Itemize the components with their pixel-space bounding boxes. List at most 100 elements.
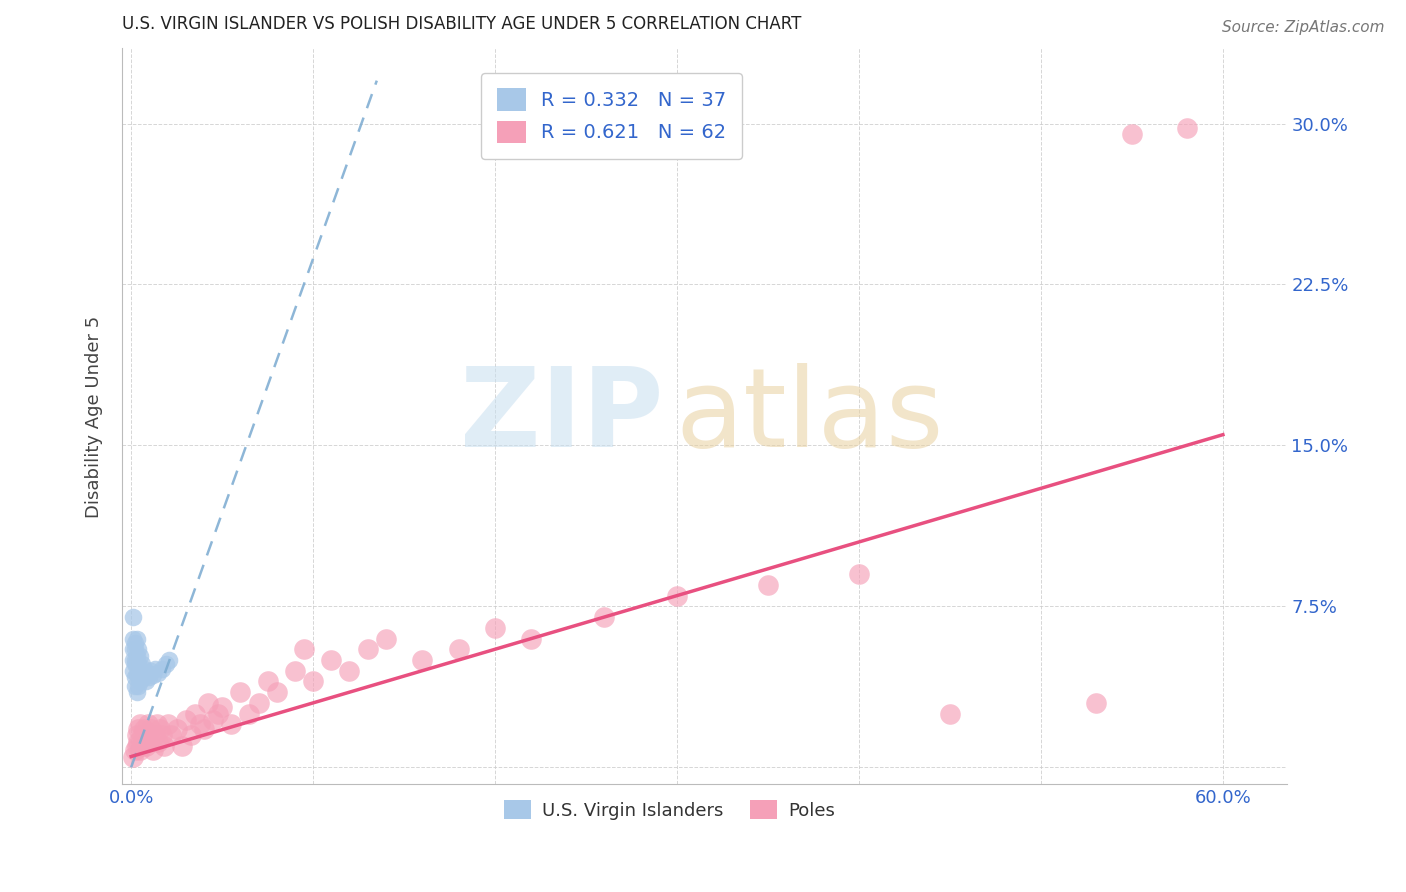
Point (124, 679, 146, 693)
Point (142, 743, 165, 757)
Point (256, 674, 278, 689)
Point (939, 706, 962, 721)
Point (339, 664, 361, 678)
Point (131, 657, 153, 672)
Point (135, 728, 157, 742)
Point (157, 653, 180, 667)
Point (129, 664, 152, 678)
Point (593, 610, 616, 624)
Point (141, 722, 163, 736)
Point (131, 739, 153, 753)
Point (155, 657, 177, 672)
Point (447, 642, 470, 657)
Point (374, 632, 396, 646)
Point (145, 717, 167, 731)
Point (238, 706, 260, 721)
Point (136, 717, 159, 731)
Point (122, 610, 145, 624)
Point (150, 662, 173, 676)
Point (188, 717, 211, 731)
Point (302, 674, 325, 689)
Point (193, 722, 215, 736)
Point (122, 632, 145, 646)
Legend: U.S. Virgin Islanders, Poles: U.S. Virgin Islanders, Poles (496, 793, 842, 827)
Y-axis label: Disability Age Under 5: Disability Age Under 5 (86, 315, 103, 517)
Point (411, 653, 433, 667)
Point (136, 665, 159, 680)
Point (125, 668, 148, 682)
Point (127, 722, 149, 736)
Point (150, 728, 173, 742)
Point (357, 642, 380, 657)
Point (172, 739, 194, 753)
Point (292, 642, 315, 657)
Point (125, 648, 148, 663)
Point (125, 728, 148, 742)
Point (129, 674, 152, 689)
Point (127, 734, 149, 748)
Point (202, 713, 225, 727)
Point (127, 657, 149, 672)
Point (156, 717, 179, 731)
Point (666, 589, 689, 603)
Point (129, 717, 152, 731)
Point (211, 700, 233, 714)
Point (180, 728, 202, 742)
Point (138, 734, 160, 748)
Point (135, 739, 157, 753)
Point (153, 739, 176, 753)
Point (124, 653, 146, 667)
Point (484, 621, 506, 635)
Point (174, 713, 197, 727)
Point (207, 706, 229, 721)
Point (132, 722, 155, 736)
Point (122, 664, 145, 678)
Point (124, 743, 146, 757)
Point (166, 722, 188, 736)
Point (1084, 696, 1107, 710)
Point (127, 668, 149, 682)
Point (229, 685, 252, 699)
Text: Source: ZipAtlas.com: Source: ZipAtlas.com (1222, 20, 1385, 35)
Point (127, 642, 149, 657)
Point (247, 696, 270, 710)
Point (124, 670, 146, 684)
Point (132, 734, 155, 748)
Point (125, 659, 148, 673)
Point (1175, 120, 1198, 135)
Point (284, 664, 307, 678)
Point (184, 706, 207, 721)
Point (138, 670, 160, 684)
Point (142, 668, 165, 682)
Point (129, 648, 152, 663)
Point (135, 674, 157, 689)
Text: U.S. VIRGIN ISLANDER VS POLISH DISABILITY AGE UNDER 5 CORRELATION CHART: U.S. VIRGIN ISLANDER VS POLISH DISABILIT… (122, 15, 801, 33)
Point (149, 722, 172, 736)
Point (131, 665, 153, 680)
Point (132, 670, 155, 684)
Point (122, 749, 145, 764)
Point (122, 653, 145, 667)
Point (124, 636, 146, 650)
Text: ZIP: ZIP (460, 363, 664, 470)
Point (124, 642, 146, 657)
Point (125, 685, 148, 699)
Point (148, 734, 170, 748)
Text: atlas: atlas (675, 363, 943, 470)
Point (321, 653, 343, 667)
Point (125, 632, 148, 646)
Point (197, 696, 219, 710)
Point (160, 728, 183, 742)
Point (127, 679, 149, 693)
Point (219, 717, 242, 731)
Point (520, 632, 543, 646)
Point (132, 662, 155, 676)
Point (143, 662, 166, 676)
Point (124, 657, 146, 672)
Point (848, 567, 870, 582)
Point (148, 665, 170, 680)
Point (125, 739, 148, 753)
Point (1121, 128, 1143, 142)
Point (756, 578, 779, 592)
Point (143, 728, 166, 742)
